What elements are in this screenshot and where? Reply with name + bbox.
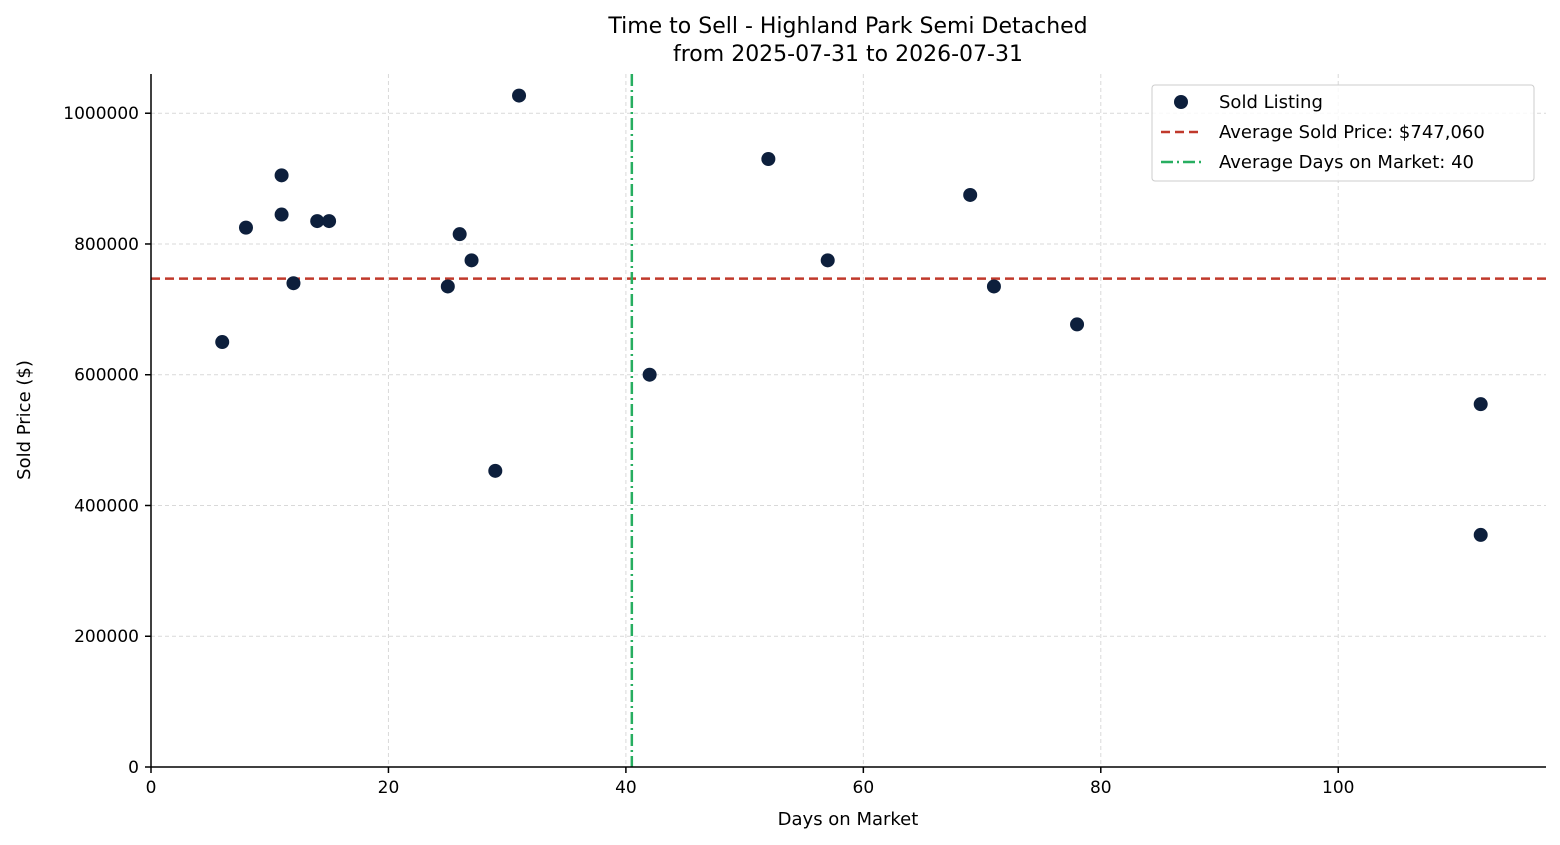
legend-label-sold-listing: Sold Listing <box>1219 92 1323 113</box>
legend-label-average-sold-price: Average Sold Price: $747,060 <box>1219 122 1485 143</box>
y-tick-label: 400000 <box>74 496 139 516</box>
reference-lines <box>151 74 1546 767</box>
scatter-point <box>488 463 503 478</box>
scatter-point <box>820 253 835 268</box>
scatter-point <box>238 220 253 235</box>
scatter-point <box>761 151 776 166</box>
legend-box <box>1151 84 1535 182</box>
x-tick-label: 0 <box>146 778 157 798</box>
scatter-point <box>963 187 978 202</box>
x-tick-label: 80 <box>1090 778 1112 798</box>
y-tick-label: 1000000 <box>63 104 139 124</box>
scatter-point <box>310 214 325 229</box>
tick-labels: 0 20 40 60 80 100 0 200000 400000 600000 800000 100… <box>63 104 1354 798</box>
scatter-point <box>464 253 479 268</box>
scatter-point <box>1473 397 1488 412</box>
y-tick-label: 600000 <box>74 366 139 386</box>
scatter-point <box>215 335 230 350</box>
scatter-point <box>440 279 455 294</box>
legend-label-average-days-on-market: Average Days on Market: 40 <box>1219 152 1474 173</box>
x-tick-label: 40 <box>615 778 637 798</box>
y-tick-label: 800000 <box>74 235 139 255</box>
chart-title: Time to Sell - Highland Park Semi Detach… <box>607 14 1087 39</box>
data-points <box>215 88 1488 542</box>
x-tick-label: 60 <box>853 778 875 798</box>
axes <box>145 74 1546 773</box>
scatter-point <box>642 367 657 382</box>
scatter-point <box>286 276 301 291</box>
scatter-point <box>274 168 289 183</box>
x-tick-label: 100 <box>1322 778 1354 798</box>
y-tick-label: 0 <box>128 758 139 778</box>
scatter-point <box>1070 317 1085 332</box>
legend-marker-sold-listing <box>1174 95 1188 109</box>
scatter-point <box>512 88 527 103</box>
scatter-point <box>274 207 289 222</box>
legend: Sold Listing Average Sold Price: $747,06… <box>1151 84 1535 182</box>
y-axis-label: Sold Price ($) <box>14 360 35 480</box>
scatter-point <box>1473 527 1488 542</box>
grid-lines <box>151 74 1546 767</box>
scatter-point <box>322 214 337 229</box>
x-axis-label: Days on Market <box>778 809 919 830</box>
y-tick-label: 200000 <box>74 627 139 647</box>
x-tick-label: 20 <box>378 778 400 798</box>
chart-subtitle: from 2025-07-31 to 2026-07-31 <box>673 42 1023 67</box>
scatter-point <box>452 227 467 242</box>
scatter-point <box>986 279 1001 294</box>
